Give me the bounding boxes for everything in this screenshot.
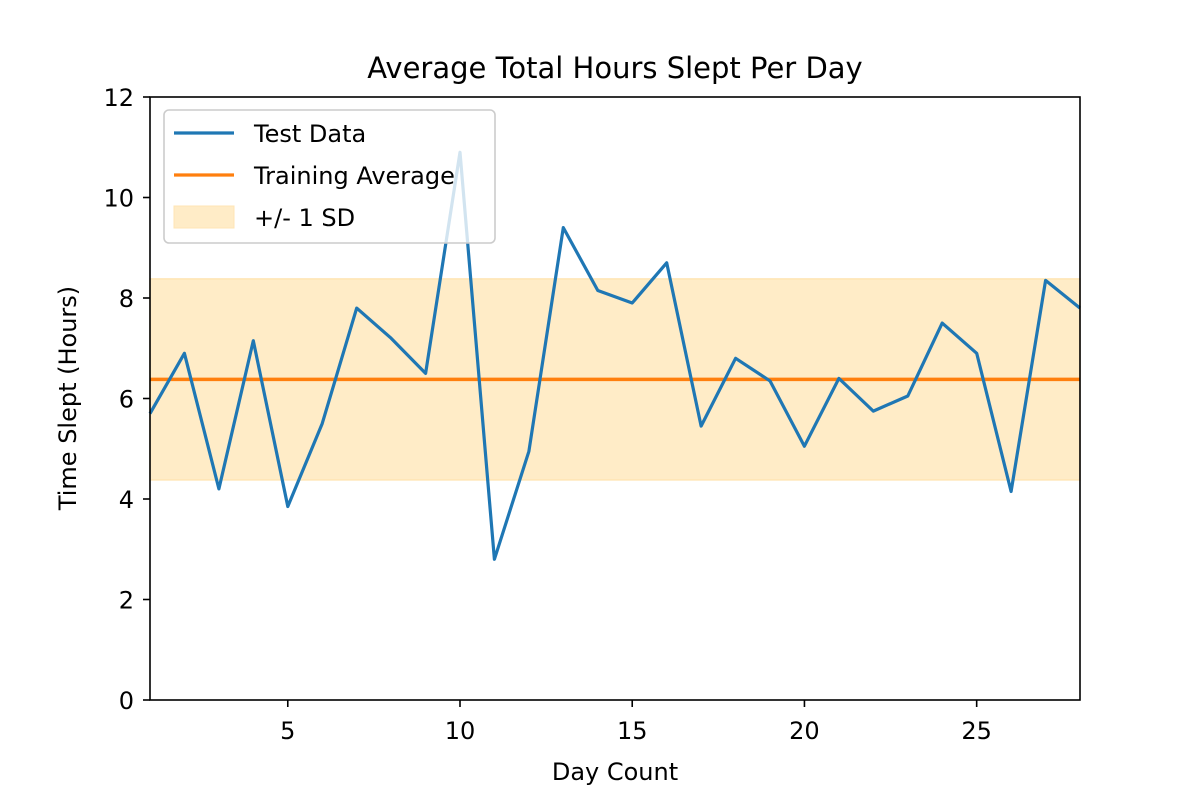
test-data-layer bbox=[148, 150, 1082, 561]
y-tick-label: 2 bbox=[119, 587, 134, 615]
test-data-line bbox=[148, 150, 1082, 561]
y-tick-label: 4 bbox=[119, 486, 134, 514]
legend-swatch-sd-band bbox=[173, 205, 235, 229]
x-tick-label: 10 bbox=[445, 717, 476, 745]
legend-label-sd-band: +/- 1 SD bbox=[254, 204, 355, 232]
x-axis-ticks: 5 10 15 20 25 bbox=[280, 700, 992, 745]
x-tick-label: 5 bbox=[280, 717, 295, 745]
y-axis-label: Time Slept (Hours) bbox=[54, 286, 82, 511]
x-axis-label: Day Count bbox=[552, 758, 678, 786]
y-tick-label: 8 bbox=[119, 285, 134, 313]
y-tick-label: 10 bbox=[103, 185, 134, 213]
legend-box bbox=[163, 109, 496, 244]
chart-title: Average Total Hours Slept Per Day bbox=[367, 51, 862, 85]
y-axis-ticks: 0 2 4 6 8 10 12 bbox=[103, 84, 150, 715]
y-tick-label: 6 bbox=[119, 386, 134, 414]
legend-label-training-average: Training Average bbox=[253, 162, 455, 190]
legend: Test Data Training Average +/- 1 SD bbox=[163, 109, 496, 244]
y-tick-label: 12 bbox=[103, 84, 134, 112]
x-tick-label: 15 bbox=[617, 717, 648, 745]
y-tick-label: 0 bbox=[119, 687, 134, 715]
legend-label-test-data: Test Data bbox=[253, 120, 366, 148]
x-tick-label: 20 bbox=[789, 717, 820, 745]
x-tick-label: 25 bbox=[961, 717, 992, 745]
